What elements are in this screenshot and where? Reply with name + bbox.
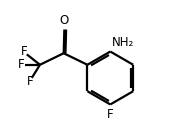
Text: F: F — [107, 108, 114, 121]
Text: F: F — [26, 75, 33, 88]
Text: F: F — [21, 45, 28, 58]
Text: NH₂: NH₂ — [112, 36, 135, 49]
Text: O: O — [60, 14, 69, 27]
Text: F: F — [18, 58, 25, 71]
